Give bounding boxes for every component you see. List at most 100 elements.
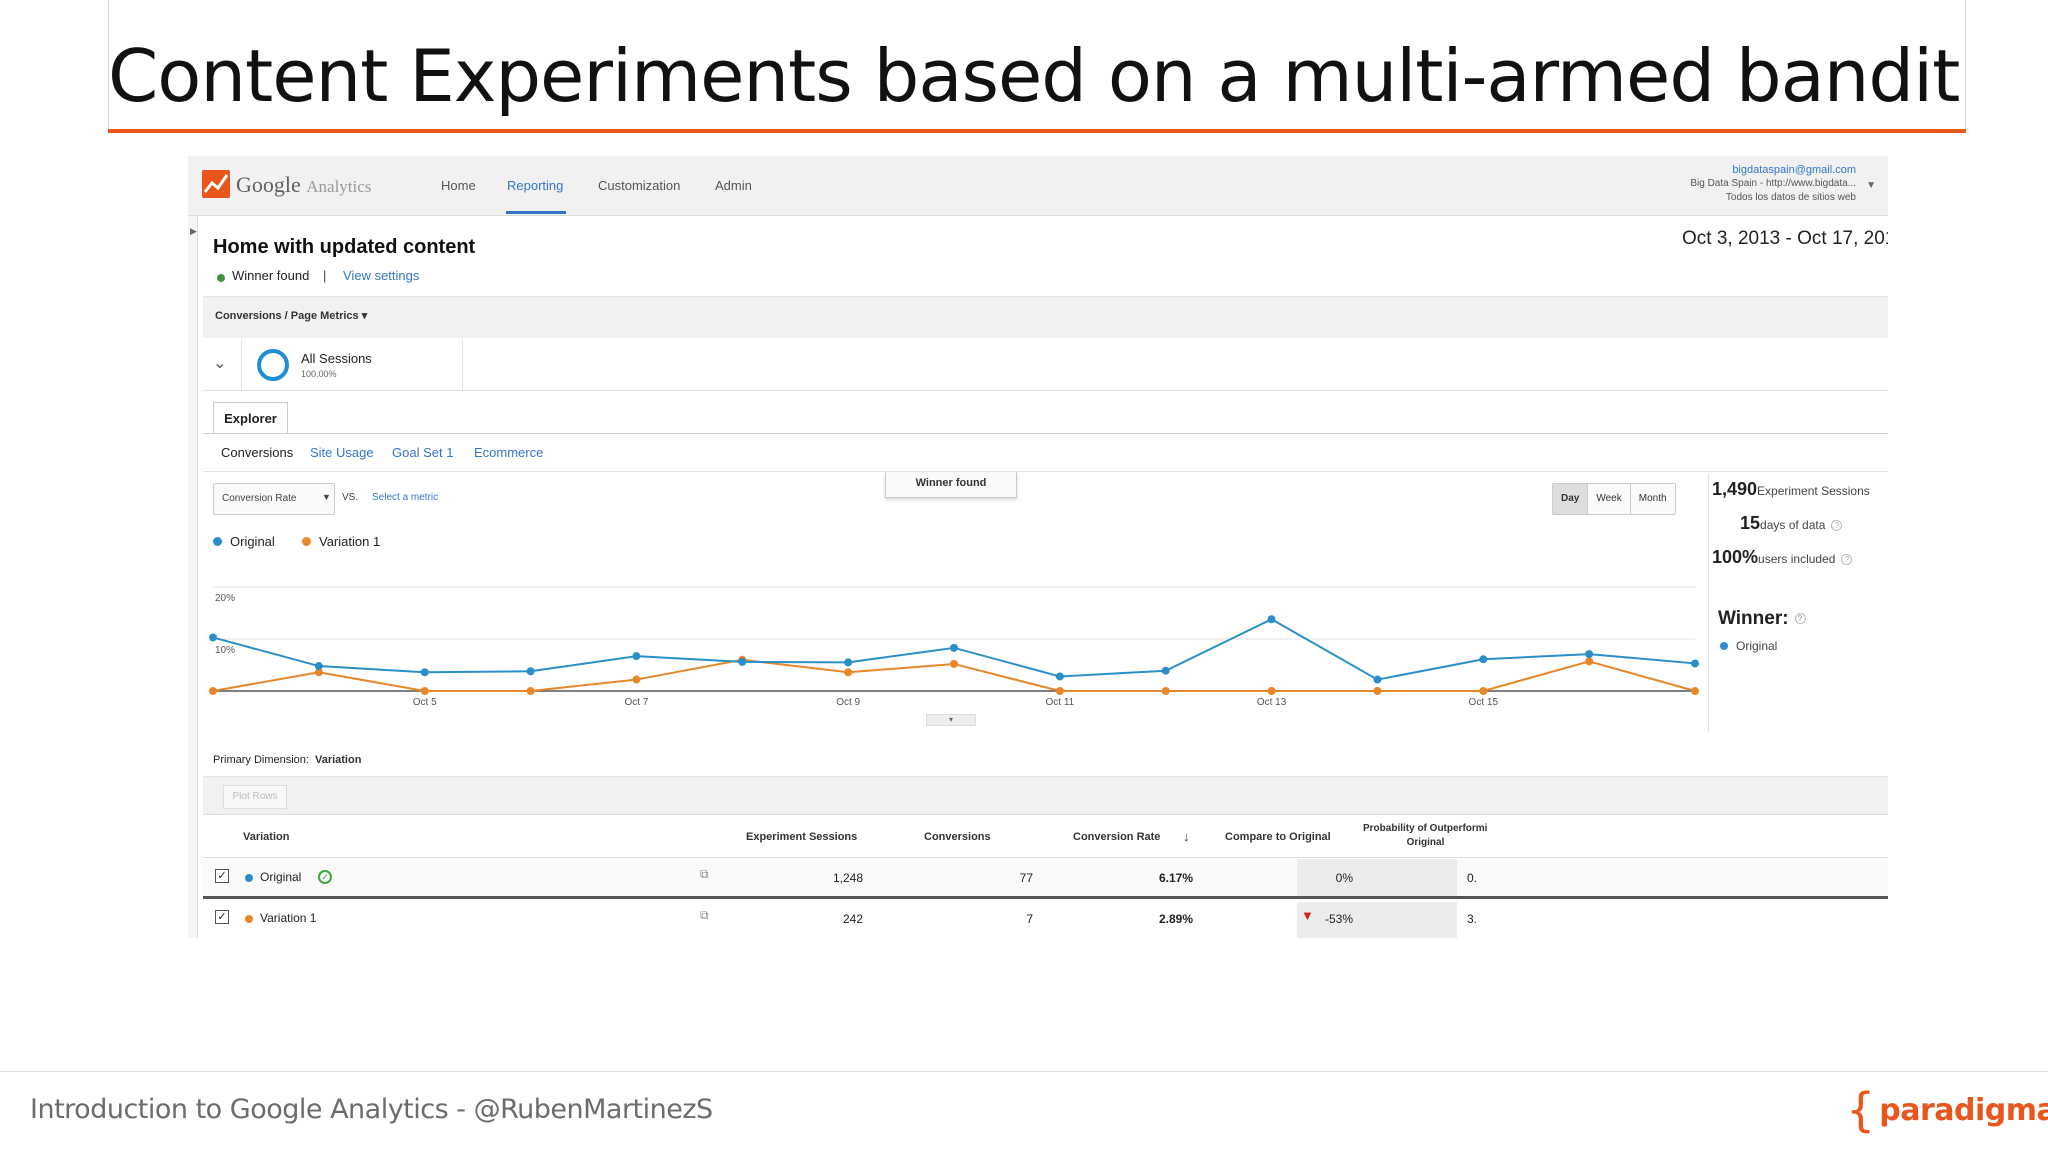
row-compare: -53%	[1324, 912, 1353, 926]
subtab-ecommerce[interactable]: Ecommerce	[474, 445, 544, 460]
footer-text: Introduction to Google Analytics - @Rube…	[30, 1094, 713, 1125]
divider	[203, 433, 1888, 434]
data-point	[420, 668, 429, 677]
chevron-down-icon: ▼	[322, 492, 331, 502]
footer-divider	[0, 1071, 2048, 1072]
period-day[interactable]: Day	[1553, 484, 1588, 514]
col-conversion-rate[interactable]: Conversion Rate	[1073, 831, 1161, 843]
row-color-dot-icon	[245, 915, 253, 923]
row-compare: 0%	[1335, 871, 1353, 885]
data-point	[314, 668, 323, 677]
winner-label: Winner:?	[1718, 608, 1806, 630]
col-compare-to-original[interactable]: Compare to Original	[1225, 831, 1331, 843]
account-caret-icon[interactable]: ▼	[1866, 180, 1876, 191]
view-settings-link[interactable]: View settings	[343, 268, 420, 283]
help-icon[interactable]: ?	[1794, 613, 1806, 625]
primary-dimension-value[interactable]: Variation	[314, 754, 362, 766]
segment-toggle-icon[interactable]: ⌄	[213, 355, 227, 372]
x-tick-label: Oct 15	[1469, 697, 1499, 708]
x-tick-label: Oct 13	[1257, 697, 1287, 708]
col-probability[interactable]: Probability of Outperforming	[1363, 823, 1488, 834]
plot-rows-button[interactable]: Plot Rows	[223, 785, 287, 809]
ga-logo-icon	[202, 170, 230, 198]
data-point	[950, 643, 958, 652]
popout-icon[interactable]: ⧉	[700, 867, 709, 881]
table-row[interactable]: ✓ Original ✓ ⧉ 1,248 77 6.17% 0% 0.	[203, 859, 1888, 899]
stat-sessions: 1,490Experiment Sessions	[1712, 479, 1870, 499]
conversions-menu[interactable]: Conversions / Page Metrics ▾	[215, 310, 368, 322]
down-arrow-icon: ▼	[1301, 908, 1314, 923]
sidebar-expand-icon[interactable]: ▶	[190, 226, 197, 236]
row-rate: 2.89%	[1158, 912, 1193, 926]
ga-top-bar: Google Analytics Home Reporting Customiz…	[188, 156, 1888, 216]
col-variation[interactable]: Variation	[243, 831, 290, 843]
sort-arrow-icon[interactable]: ↓	[1183, 829, 1190, 844]
data-point	[314, 662, 323, 671]
row-conversions: 77	[1019, 871, 1033, 885]
data-point	[1691, 659, 1699, 668]
legend-variation-1[interactable]: Variation 1	[302, 534, 380, 549]
data-point	[1267, 615, 1276, 624]
x-tick-label: Oct 11	[1045, 697, 1074, 708]
legend-dot-icon	[213, 537, 222, 546]
segment-percent: 100.00%	[301, 369, 337, 379]
sidebar-collapsed[interactable]	[188, 216, 198, 938]
subtab-conversions[interactable]: Conversions	[221, 445, 294, 460]
col-experiment-sessions[interactable]: Experiment Sessions	[746, 831, 858, 843]
segment-ring-icon	[257, 349, 289, 381]
data-point	[1479, 687, 1488, 695]
tab-explorer[interactable]: Explorer	[213, 402, 288, 434]
title-underline	[108, 129, 1966, 133]
data-point	[1267, 687, 1276, 695]
nav-reporting[interactable]: Reporting	[507, 178, 564, 193]
row-probability: 0.	[1467, 871, 1478, 885]
nav-admin[interactable]: Admin	[715, 178, 752, 193]
data-point	[1585, 657, 1594, 666]
divider	[1708, 474, 1709, 732]
account-email[interactable]: bigdataspain@gmail.com	[1732, 164, 1856, 176]
stat-days: 15days of data?	[1740, 513, 1843, 534]
account-view: Todos los datos de sitios web	[1725, 192, 1856, 203]
date-range-picker[interactable]: Oct 3, 2013 - Oct 17, 201	[1682, 228, 1888, 249]
brace-icon: {	[1846, 1083, 1876, 1137]
subtab-goal-set-1[interactable]: Goal Set 1	[392, 445, 454, 460]
winner-check-icon: ✓	[318, 870, 332, 884]
row-sessions: 242	[842, 912, 863, 926]
legend-original[interactable]: Original	[213, 534, 275, 549]
help-icon[interactable]: ?	[1841, 554, 1853, 566]
nav-home[interactable]: Home	[441, 178, 476, 193]
table-header: Variation Experiment Sessions Conversion…	[203, 814, 1888, 858]
data-point	[1479, 655, 1488, 664]
title-frame	[108, 0, 1966, 132]
legend-dot-icon	[302, 537, 311, 546]
brand-name: paradigma	[1879, 1092, 2048, 1128]
col-conversions[interactable]: Conversions	[924, 831, 991, 843]
metric-select[interactable]: Conversion Rate	[213, 483, 335, 515]
subtab-site-usage[interactable]: Site Usage	[310, 445, 374, 460]
sorted-column-highlight	[1297, 859, 1457, 896]
chevron-down-icon: ▾	[361, 310, 368, 322]
data-point	[1055, 687, 1064, 695]
primary-dimension: Primary Dimension: Variation	[213, 754, 362, 766]
select-metric-link[interactable]: Select a metric	[372, 492, 439, 503]
row-checkbox[interactable]: ✓	[215, 869, 229, 883]
chart-resize-handle[interactable]: ▾	[926, 714, 976, 726]
help-icon[interactable]: ?	[1831, 520, 1843, 532]
winner-name: Original	[1720, 639, 1777, 653]
table-row[interactable]: ✓ Variation 1 ⧉ 242 7 2.89% ▼ -53% 3.	[203, 902, 1888, 938]
period-toggle: Day Week Month	[1552, 483, 1676, 515]
popout-icon[interactable]: ⧉	[700, 908, 709, 922]
segment-name[interactable]: All Sessions	[301, 351, 372, 366]
divider	[203, 471, 1888, 472]
report-menu-bar: Conversions / Page Metrics ▾	[203, 296, 1888, 338]
row-name: Variation 1	[260, 911, 317, 925]
x-tick-label: Oct 9	[836, 697, 860, 708]
y-tick-label: 10%	[215, 645, 235, 656]
period-week[interactable]: Week	[1587, 484, 1630, 514]
y-tick-label: 20%	[215, 593, 235, 604]
data-point	[844, 668, 853, 677]
period-month[interactable]: Month	[1629, 484, 1675, 514]
row-checkbox[interactable]: ✓	[215, 910, 229, 924]
nav-customization[interactable]: Customization	[598, 178, 681, 193]
report-title: Home with updated content	[213, 236, 476, 258]
